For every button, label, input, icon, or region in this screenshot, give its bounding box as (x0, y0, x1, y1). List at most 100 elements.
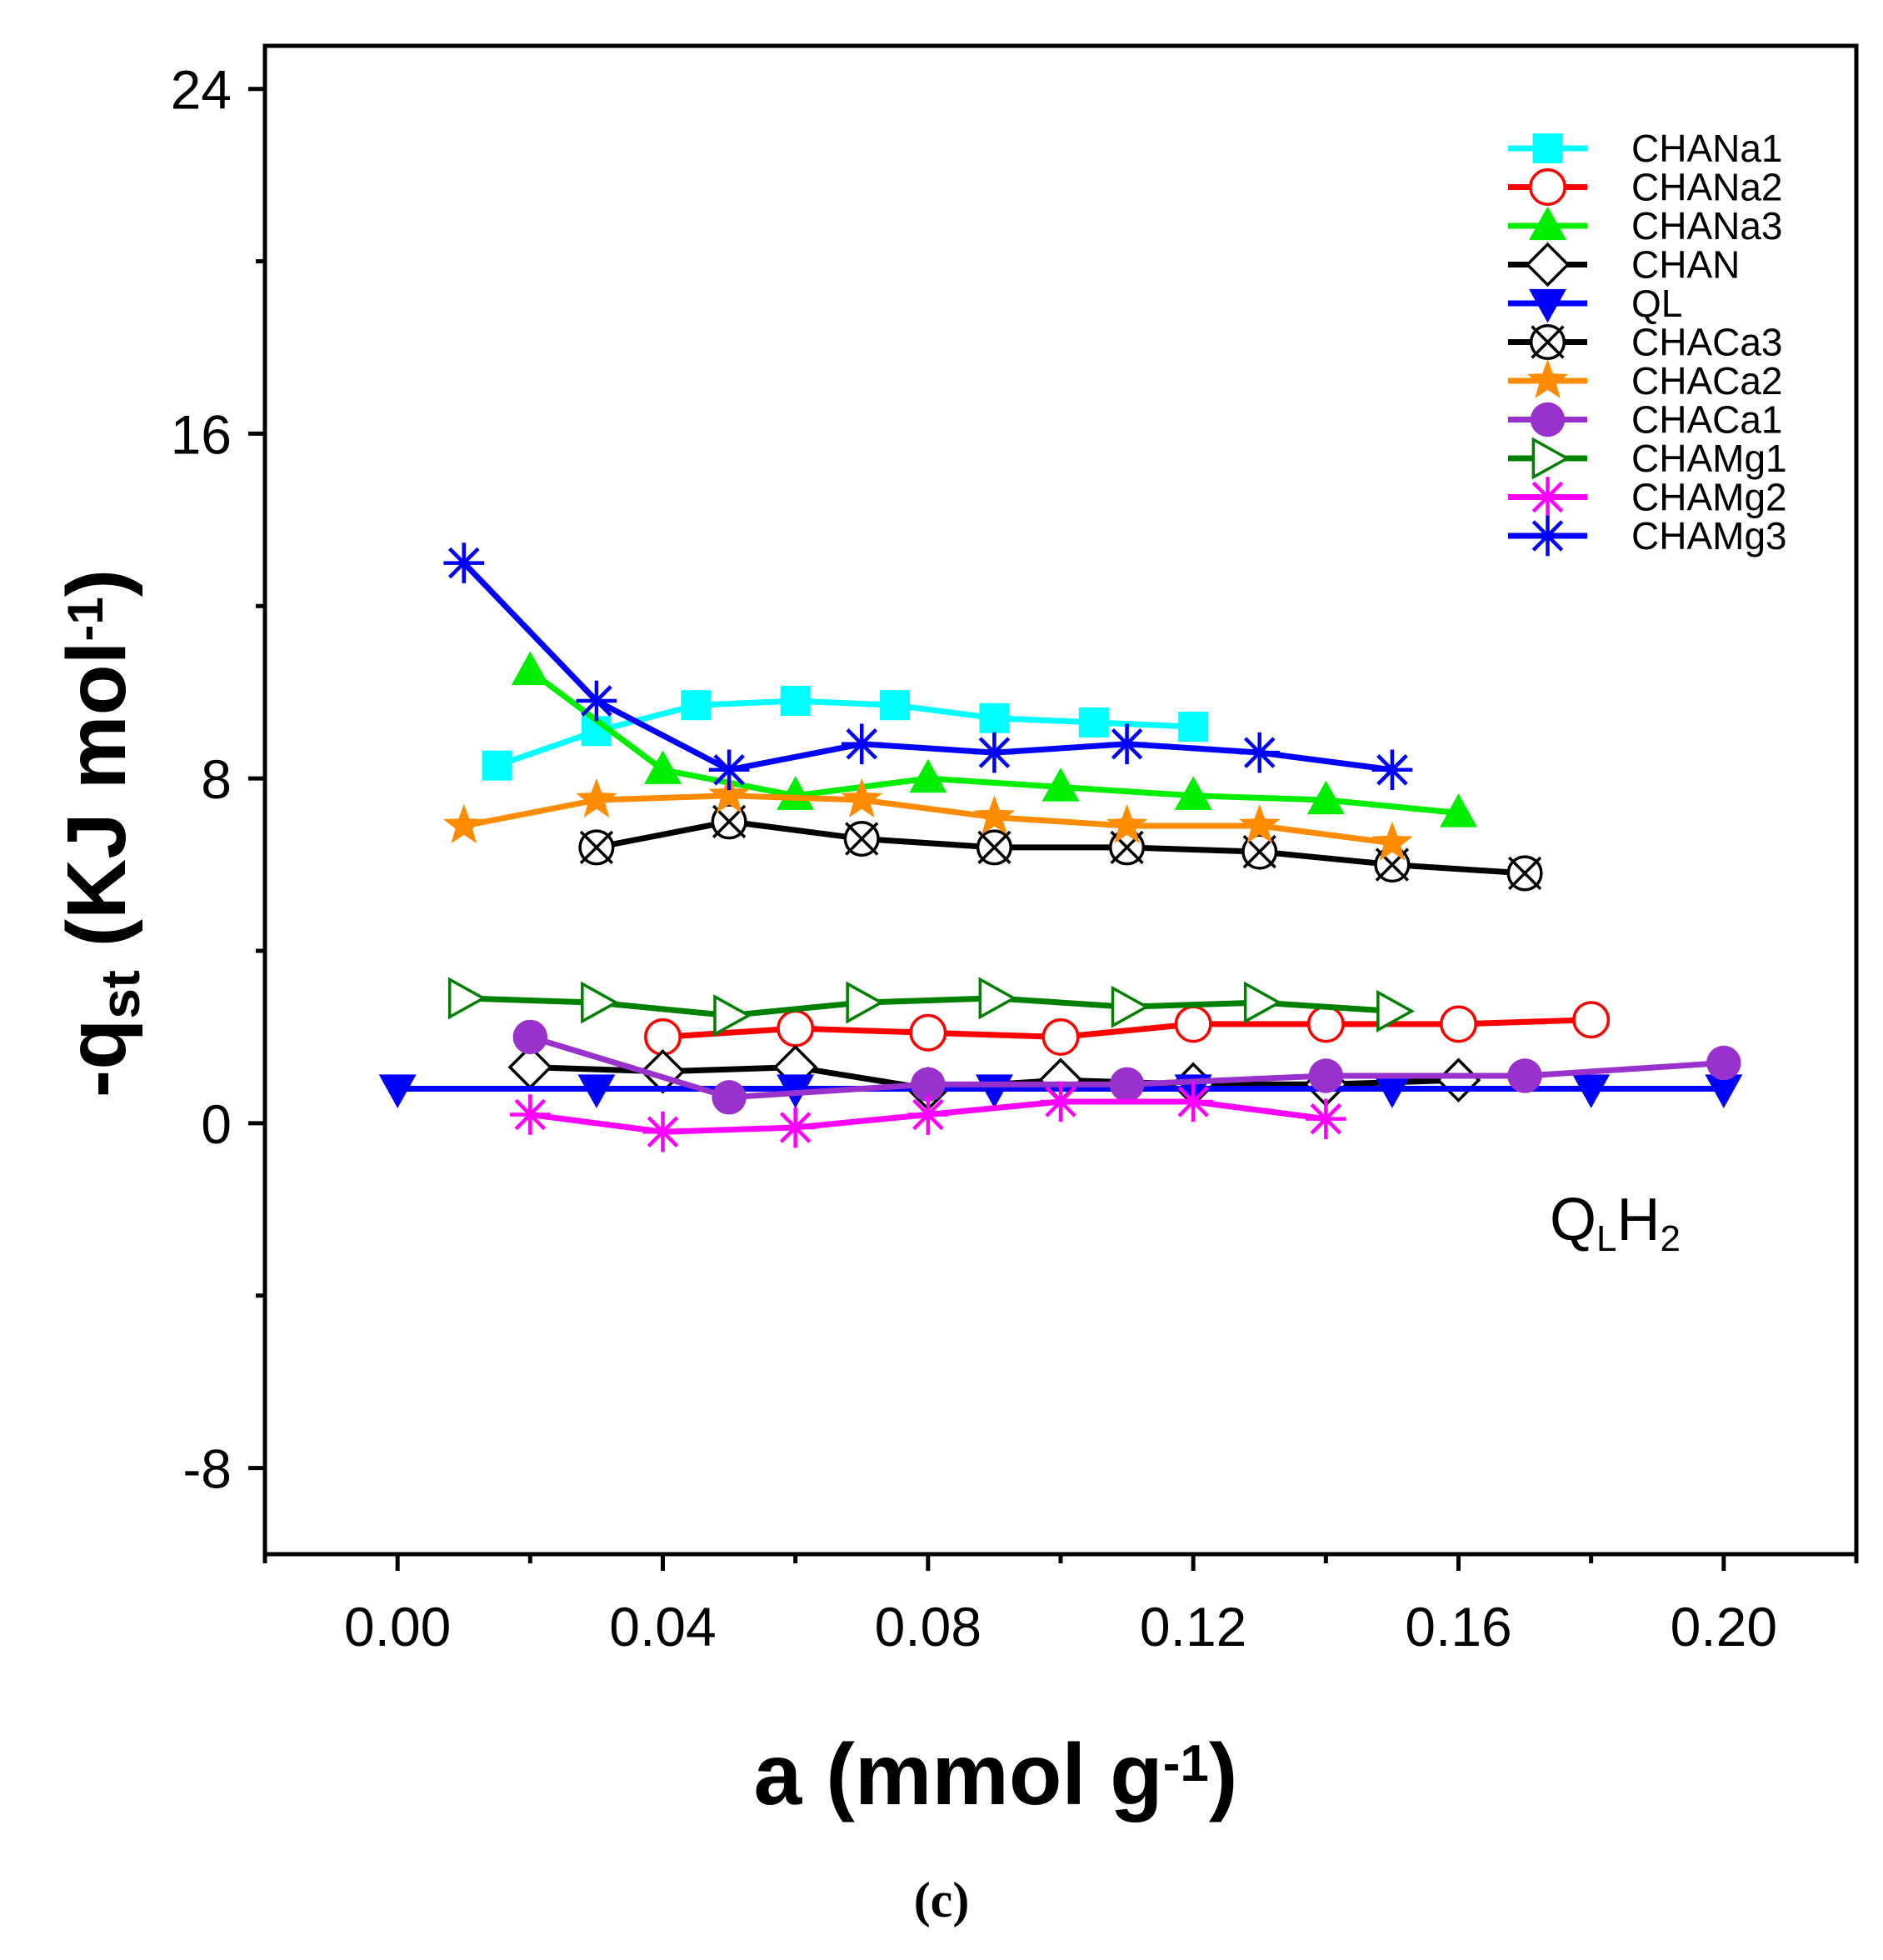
marker-shape (1529, 168, 1566, 206)
marker-shape (1526, 358, 1569, 399)
data-point-chamg1 (447, 977, 487, 1020)
y-tick-label: 8 (201, 748, 232, 810)
legend-label: CHANa2 (1631, 166, 1783, 209)
marker-shape (482, 750, 512, 781)
series-chana3 (511, 651, 1477, 828)
marker-shape (647, 1116, 679, 1148)
marker-shape (378, 1074, 417, 1108)
data-point-chamg3 (576, 680, 617, 722)
data-point-chamg2 (1306, 1098, 1346, 1139)
legend-marker (1527, 515, 1568, 557)
y-axis-title-mid: (KJ mol (50, 642, 143, 970)
y-axis-title: -qst (KJ mol-1) (50, 569, 151, 1098)
marker-shape (1174, 1005, 1212, 1043)
data-point-chamg2 (642, 1111, 683, 1152)
legend-item-chan: CHAN (1508, 242, 1740, 288)
data-point-chamg2 (1040, 1081, 1081, 1122)
x-tick-label: 0.12 (1140, 1596, 1246, 1658)
marker-shape (1531, 437, 1571, 480)
data-point-chamg2 (907, 1094, 949, 1135)
marker-shape (1310, 1102, 1342, 1135)
data-point-chaca2 (1238, 803, 1281, 844)
marker-shape (1507, 1058, 1542, 1093)
series-line-chana1 (496, 698, 1194, 768)
data-point-chamg1 (713, 994, 752, 1038)
data-point-chaca1 (1308, 1058, 1344, 1093)
legend-marker (1526, 358, 1569, 399)
data-point-chaca3 (1374, 847, 1411, 883)
marker-shape (1376, 989, 1415, 1032)
marker-shape (511, 651, 549, 685)
marker-shape (1178, 712, 1209, 742)
legend-item-chamg2: CHAMg2 (1508, 476, 1787, 519)
series-line-chamg3 (462, 561, 1393, 773)
marker-shape (1529, 288, 1566, 323)
x-axis-title-close: ) (1209, 1727, 1238, 1823)
data-point-ql (378, 1074, 417, 1108)
data-point-chaca1 (1109, 1067, 1145, 1102)
marker-shape (1109, 1067, 1145, 1102)
y-axis-title-sup: -1 (57, 597, 113, 641)
marker-shape (1706, 1045, 1741, 1081)
x-axis-title-sup: -1 (1163, 1735, 1209, 1792)
marker-shape (681, 690, 712, 721)
data-point-chaca2 (841, 778, 883, 818)
data-point-chamg2 (775, 1107, 816, 1148)
marker-shape (845, 822, 879, 856)
data-point-chana3 (1306, 780, 1345, 815)
marker-shape (1507, 856, 1542, 891)
legend-label: CHACa1 (1631, 398, 1783, 442)
series-chamg1 (447, 977, 1415, 1038)
legend-marker (1525, 242, 1571, 288)
x-axis-title-main: a (mmol g (754, 1727, 1163, 1823)
marker-shape (973, 795, 1016, 835)
legend-item-chamg1: CHAMg1 (1508, 437, 1787, 480)
data-point-chamg2 (1172, 1081, 1214, 1122)
marker-shape (1045, 1086, 1076, 1118)
marker-shape (846, 981, 885, 1024)
marker-shape (1572, 1001, 1611, 1039)
x-tick-label: 0.00 (344, 1596, 451, 1658)
marker-shape (713, 994, 752, 1038)
data-point-chamg3 (708, 749, 750, 791)
axis-ticks: 0.00 0.04 0.08 0.12 0.16 0.20 -8 0 8 16 24 (171, 59, 1859, 1658)
legend-label: CHAN (1631, 243, 1740, 287)
marker-shape (846, 728, 878, 760)
legend-item-chamg3: CHAMg3 (1508, 514, 1787, 558)
data-point-chana3 (1174, 776, 1212, 810)
marker-shape (1106, 803, 1148, 844)
series-line-chana2 (662, 1017, 1591, 1040)
legend-item-chaca3: CHACa3 (1508, 321, 1783, 364)
legend-marker (1531, 437, 1571, 480)
legend-marker (1527, 477, 1568, 518)
data-point-chaca2 (708, 773, 750, 813)
legend-label: CHACa3 (1631, 321, 1783, 364)
data-point-chamg3 (1239, 732, 1281, 773)
data-point-chaca1 (512, 1019, 548, 1055)
marker-shape (1238, 803, 1281, 844)
marker-shape (1041, 1018, 1080, 1056)
marker-shape (1177, 1086, 1209, 1118)
marker-shape (1532, 133, 1563, 163)
marker-shape (1436, 1058, 1481, 1102)
marker-shape (447, 547, 480, 579)
annotation-sub-l: L (1596, 1218, 1616, 1259)
data-point-chana2 (1572, 1001, 1611, 1039)
legend-item-chaca1: CHACa1 (1508, 398, 1783, 442)
marker-shape (576, 778, 617, 818)
marker-shape (1376, 754, 1408, 786)
data-point-chana3 (1041, 768, 1080, 802)
data-point-chamg3 (841, 723, 882, 765)
marker-shape (1174, 776, 1212, 810)
data-point-chaca2 (973, 795, 1016, 835)
marker-shape (577, 1074, 616, 1108)
legend-item-chaca2: CHACa2 (1508, 358, 1783, 402)
data-point-chana3 (777, 776, 815, 810)
marker-shape (447, 977, 487, 1020)
legend: CHANa1CHANa2CHANa3CHANQLCHACa3CHACa2CHAC… (1508, 127, 1787, 558)
y-axis-title-prefix: -q (50, 1019, 143, 1098)
series-chamg3 (443, 542, 1413, 791)
data-point-chamg1 (581, 981, 619, 1024)
annotation-sub-2: 2 (1661, 1218, 1681, 1259)
legend-marker (1529, 206, 1566, 241)
